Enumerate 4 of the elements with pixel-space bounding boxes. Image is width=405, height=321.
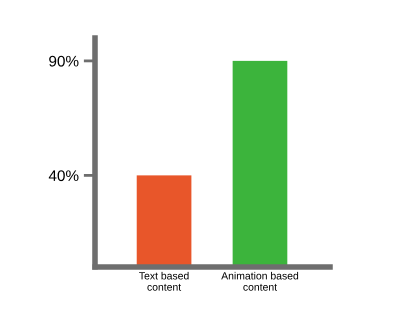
x-tick-label: Text based content [139,272,189,291]
x-tick-label: Animation based content [221,272,298,291]
y-tick-label: 90% [49,56,78,67]
y-tick-label: 40% [48,170,78,182]
